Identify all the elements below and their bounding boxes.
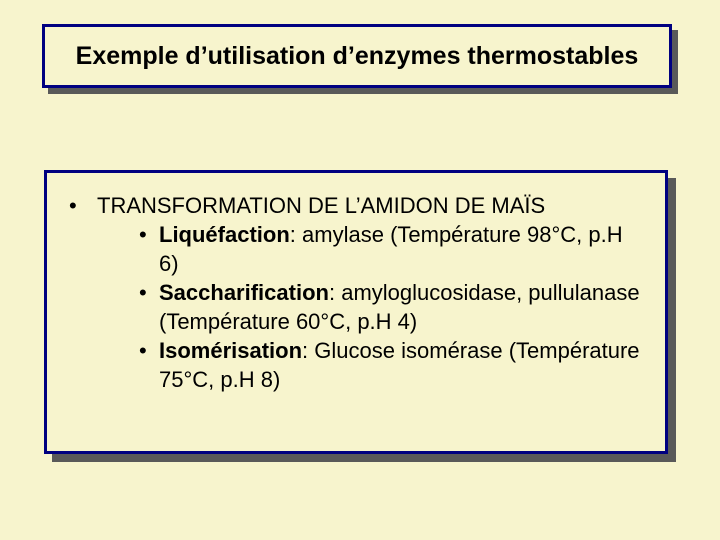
sub-colon: : bbox=[290, 222, 296, 247]
sub-label: Liquéfaction bbox=[159, 222, 290, 247]
slide-title: Exemple d’utilisation d’enzymes thermost… bbox=[76, 42, 639, 71]
list-item-l2: • Saccharification: amyloglucosidase, pu… bbox=[139, 278, 643, 336]
bullet-l1: • bbox=[69, 191, 97, 220]
sub-colon: : bbox=[302, 338, 308, 363]
body-panel: • TRANSFORMATION DE L’AMIDON DE MAÏS • L… bbox=[44, 170, 668, 454]
bullet-l2: • bbox=[139, 220, 159, 278]
sub-colon: : bbox=[329, 280, 335, 305]
slide: Exemple d’utilisation d’enzymes thermost… bbox=[0, 0, 720, 540]
list-item-l2-text: Saccharification: amyloglucosidase, pull… bbox=[159, 278, 643, 336]
list-item-l1: • TRANSFORMATION DE L’AMIDON DE MAÏS bbox=[69, 191, 643, 220]
title-panel: Exemple d’utilisation d’enzymes thermost… bbox=[42, 24, 672, 88]
sub-label: Saccharification bbox=[159, 280, 329, 305]
list-item-l2: • Isomérisation: Glucose isomérase (Temp… bbox=[139, 336, 643, 394]
bullet-l2: • bbox=[139, 336, 159, 394]
list-item-l1-text: TRANSFORMATION DE L’AMIDON DE MAÏS bbox=[97, 191, 643, 220]
content-list: • TRANSFORMATION DE L’AMIDON DE MAÏS • L… bbox=[69, 191, 643, 394]
list-item-l2-text: Liquéfaction: amylase (Température 98°C,… bbox=[159, 220, 643, 278]
sublist: • Liquéfaction: amylase (Température 98°… bbox=[69, 220, 643, 394]
bullet-l2: • bbox=[139, 278, 159, 336]
list-item-l2: • Liquéfaction: amylase (Température 98°… bbox=[139, 220, 643, 278]
sub-label: Isomérisation bbox=[159, 338, 302, 363]
list-item-l2-text: Isomérisation: Glucose isomérase (Tempér… bbox=[159, 336, 643, 394]
